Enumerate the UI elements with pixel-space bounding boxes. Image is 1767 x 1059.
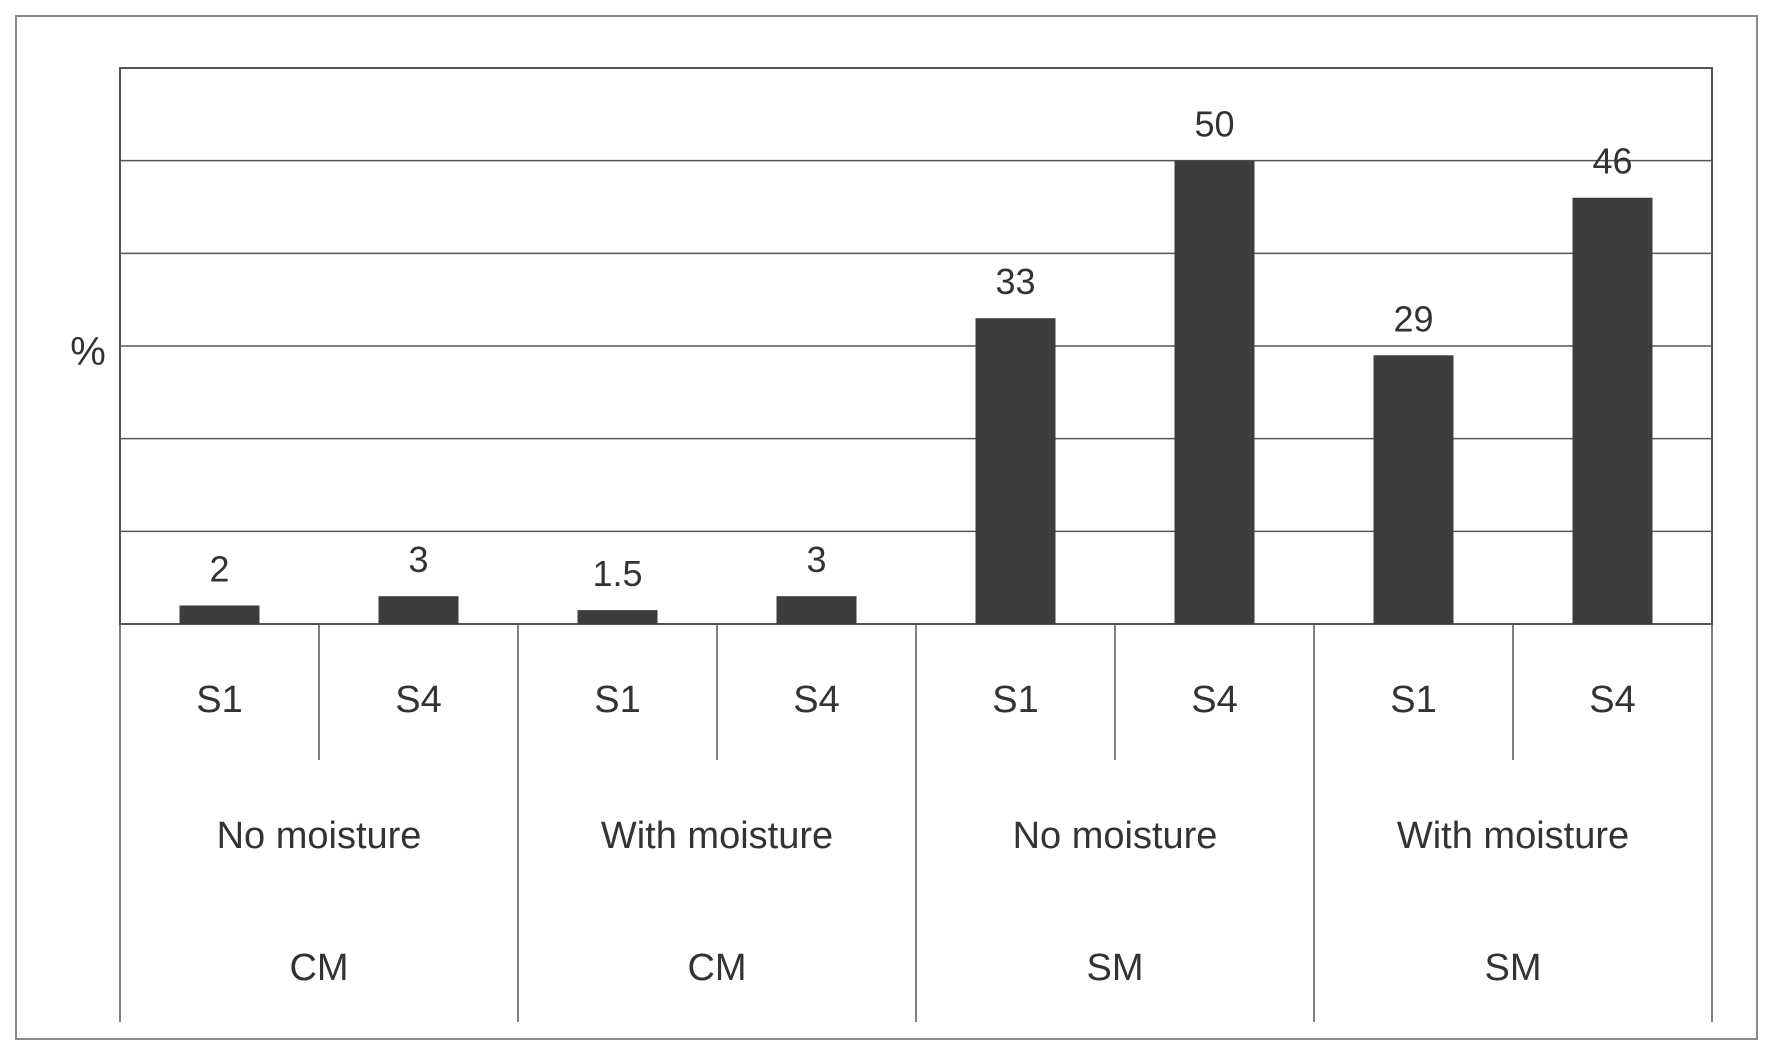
y-axis-label: % [70,330,106,374]
bar [1174,160,1255,624]
chart-frame [15,15,1758,1040]
group-label: CM [289,947,348,989]
group-label: CM [687,947,746,989]
tick-label: S4 [1191,679,1237,721]
tick-label: S1 [594,679,640,721]
tick-label: S4 [395,679,441,721]
tick-label: S4 [1589,679,1635,721]
value-label: 3 [806,539,826,580]
bar [179,605,260,624]
group-label: With moisture [601,815,833,857]
value-label: 2 [209,548,229,589]
value-label: 3 [408,539,428,580]
value-label: 33 [995,261,1035,302]
grid-lines [120,159,1712,533]
tick-label: S1 [1390,679,1436,721]
category-axis-table [119,624,1713,1022]
group-level2-labels: CM CM SM SM [289,947,1541,989]
tick-label: S4 [793,679,839,721]
group-level1-labels: No moisture With moisture No moisture With … [217,815,1630,857]
bar [1373,355,1454,624]
bar [975,318,1056,624]
group-label: No moisture [1013,815,1218,857]
value-label: 46 [1592,141,1632,182]
bar [1572,197,1653,624]
group-label: No moisture [217,815,422,857]
bar [577,610,658,624]
tick-label: S1 [196,679,242,721]
value-label: 50 [1194,104,1234,145]
bar [378,596,459,624]
group-label: SM [1485,947,1542,989]
tick-labels: S1 S4 S1 S4 S1 S4 S1 S4 [196,679,1635,721]
value-label: 1.5 [592,553,642,594]
bars [179,160,1653,624]
value-label: 29 [1393,298,1433,339]
group-label: With moisture [1397,815,1629,857]
tick-label: S1 [992,679,1038,721]
group-label: SM [1087,947,1144,989]
bar [776,596,857,624]
